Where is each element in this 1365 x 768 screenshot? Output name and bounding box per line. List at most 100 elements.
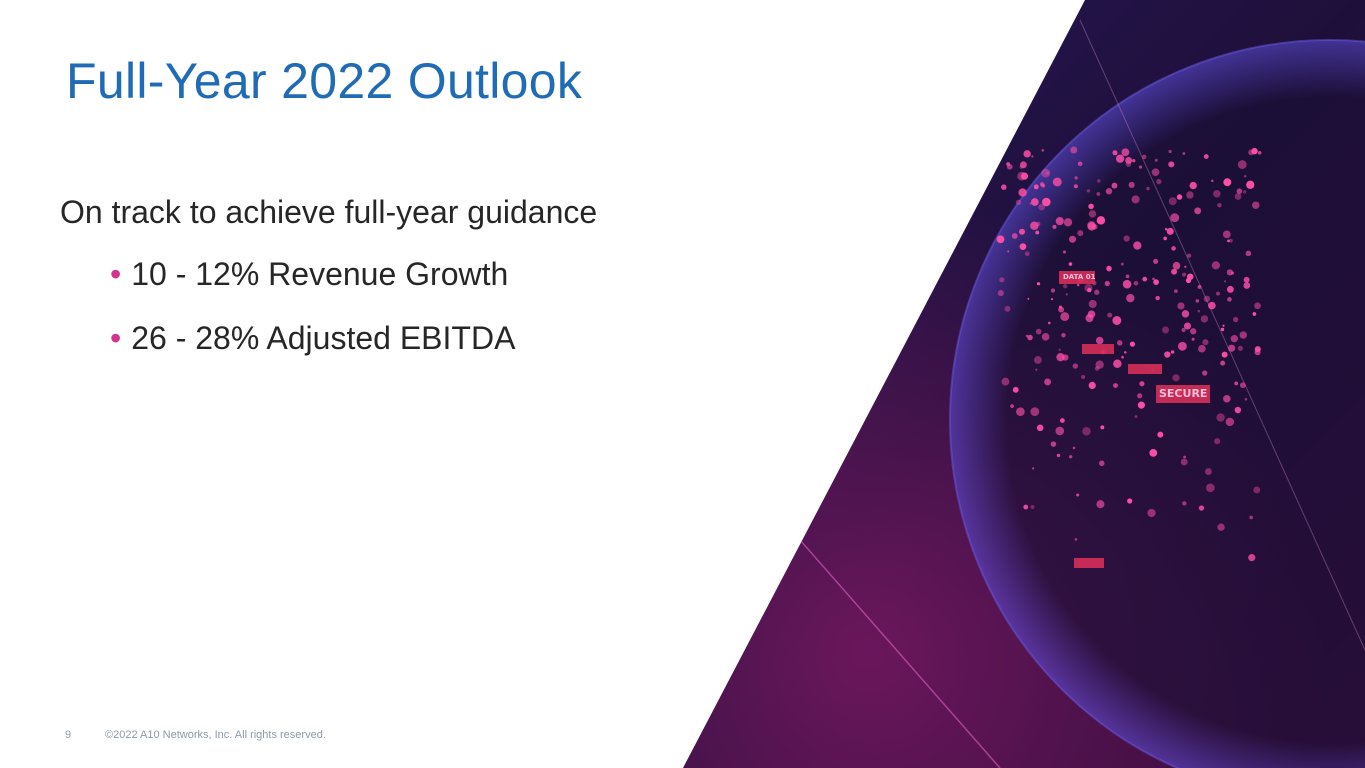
network-dot bbox=[1162, 326, 1170, 334]
bullet-list: • 10 - 12% Revenue Growth • 26 - 28% Adjus… bbox=[110, 256, 515, 384]
network-dot bbox=[1234, 406, 1242, 414]
network-dot bbox=[1221, 351, 1228, 358]
network-dot bbox=[1138, 165, 1143, 169]
network-dot bbox=[1095, 360, 1104, 369]
network-dot bbox=[1234, 193, 1242, 200]
network-dot bbox=[1202, 370, 1208, 376]
network-dot bbox=[1046, 171, 1049, 175]
network-dot bbox=[1211, 261, 1220, 270]
network-dot bbox=[1239, 331, 1247, 339]
network-dot bbox=[1085, 314, 1094, 323]
network-dot bbox=[1015, 199, 1022, 206]
network-dot bbox=[1113, 359, 1122, 368]
network-dot bbox=[1154, 158, 1158, 162]
network-dot bbox=[1242, 190, 1247, 194]
network-dot bbox=[1224, 280, 1227, 283]
network-dot bbox=[1194, 207, 1202, 215]
network-dot bbox=[1174, 289, 1178, 293]
network-dot bbox=[1035, 230, 1040, 235]
network-dot bbox=[1052, 224, 1057, 229]
network-dot bbox=[1072, 363, 1079, 369]
network-dot bbox=[1023, 504, 1029, 510]
network-dot bbox=[1125, 156, 1133, 164]
network-dot bbox=[1094, 289, 1100, 295]
network-dot bbox=[1177, 302, 1185, 310]
network-dot bbox=[1249, 515, 1253, 520]
network-dot bbox=[1016, 407, 1025, 417]
network-dot bbox=[1012, 386, 1019, 393]
network-dot bbox=[1123, 235, 1130, 242]
network-dot bbox=[1120, 262, 1124, 266]
network-dot bbox=[1153, 258, 1159, 264]
network-dot bbox=[1100, 425, 1105, 430]
network-dot bbox=[1216, 413, 1225, 422]
network-dot bbox=[1020, 172, 1029, 180]
network-dot bbox=[1223, 178, 1232, 187]
network-dot bbox=[1096, 192, 1101, 196]
network-dot bbox=[1152, 277, 1155, 281]
network-dot bbox=[1137, 393, 1143, 399]
network-dot bbox=[1217, 202, 1222, 208]
network-dot bbox=[1052, 177, 1062, 187]
network-dot bbox=[1041, 333, 1050, 341]
network-dot bbox=[1184, 265, 1187, 268]
network-dot bbox=[1074, 538, 1078, 541]
network-dot bbox=[1214, 438, 1221, 445]
network-dot bbox=[1149, 448, 1158, 457]
bullet-icon: • bbox=[110, 256, 122, 292]
network-dot bbox=[1030, 221, 1039, 231]
network-dot bbox=[1234, 381, 1239, 386]
network-dot bbox=[1030, 505, 1035, 509]
network-dot bbox=[1124, 351, 1127, 354]
network-dot bbox=[1044, 378, 1052, 386]
network-dot bbox=[1041, 168, 1051, 178]
network-dot bbox=[1132, 159, 1136, 163]
network-dot bbox=[1011, 233, 1018, 239]
network-dot bbox=[1111, 182, 1118, 189]
network-dot bbox=[1076, 493, 1080, 497]
network-dot bbox=[1122, 279, 1132, 289]
network-dot bbox=[1166, 227, 1174, 235]
network-dot bbox=[1182, 501, 1187, 506]
network-dot bbox=[1245, 250, 1252, 257]
network-dot bbox=[1069, 455, 1073, 459]
network-dot bbox=[1208, 301, 1216, 310]
network-dot bbox=[1172, 261, 1181, 270]
network-dot bbox=[1076, 283, 1080, 287]
network-dot bbox=[1106, 265, 1112, 272]
image-lettering-data: DATA 01 bbox=[1063, 273, 1096, 281]
page-number: 9 bbox=[65, 729, 72, 741]
network-dot bbox=[1088, 299, 1097, 309]
network-dot bbox=[1058, 348, 1061, 351]
network-dot bbox=[1099, 460, 1105, 467]
network-dot bbox=[1170, 350, 1175, 354]
network-dot bbox=[1197, 309, 1201, 313]
network-dot bbox=[1246, 180, 1255, 189]
network-dot bbox=[1047, 321, 1051, 325]
network-dot bbox=[1176, 194, 1183, 200]
network-dot bbox=[1105, 188, 1113, 195]
network-dot bbox=[1073, 184, 1078, 189]
network-dot bbox=[1001, 184, 1007, 190]
network-dot bbox=[1186, 191, 1194, 199]
network-dot bbox=[1112, 316, 1122, 325]
network-dot bbox=[1060, 312, 1070, 322]
network-dot bbox=[1056, 453, 1061, 458]
network-dot bbox=[1217, 523, 1225, 531]
network-dot bbox=[1035, 368, 1038, 371]
network-dot bbox=[1252, 201, 1260, 209]
network-dot bbox=[1220, 360, 1226, 366]
network-dot bbox=[1216, 291, 1220, 296]
network-dot bbox=[1211, 179, 1214, 183]
network-dot bbox=[1233, 316, 1239, 323]
network-dot bbox=[1050, 288, 1056, 293]
network-dot bbox=[1031, 155, 1034, 158]
network-dot bbox=[1164, 351, 1171, 358]
network-dot bbox=[1257, 151, 1262, 155]
bullet-text: 26 - 28% Adjusted EBITDA bbox=[131, 320, 516, 356]
bullet-icon: • bbox=[110, 320, 122, 356]
network-dot bbox=[1096, 216, 1106, 225]
network-dot bbox=[1010, 404, 1014, 408]
network-dot bbox=[999, 277, 1005, 283]
